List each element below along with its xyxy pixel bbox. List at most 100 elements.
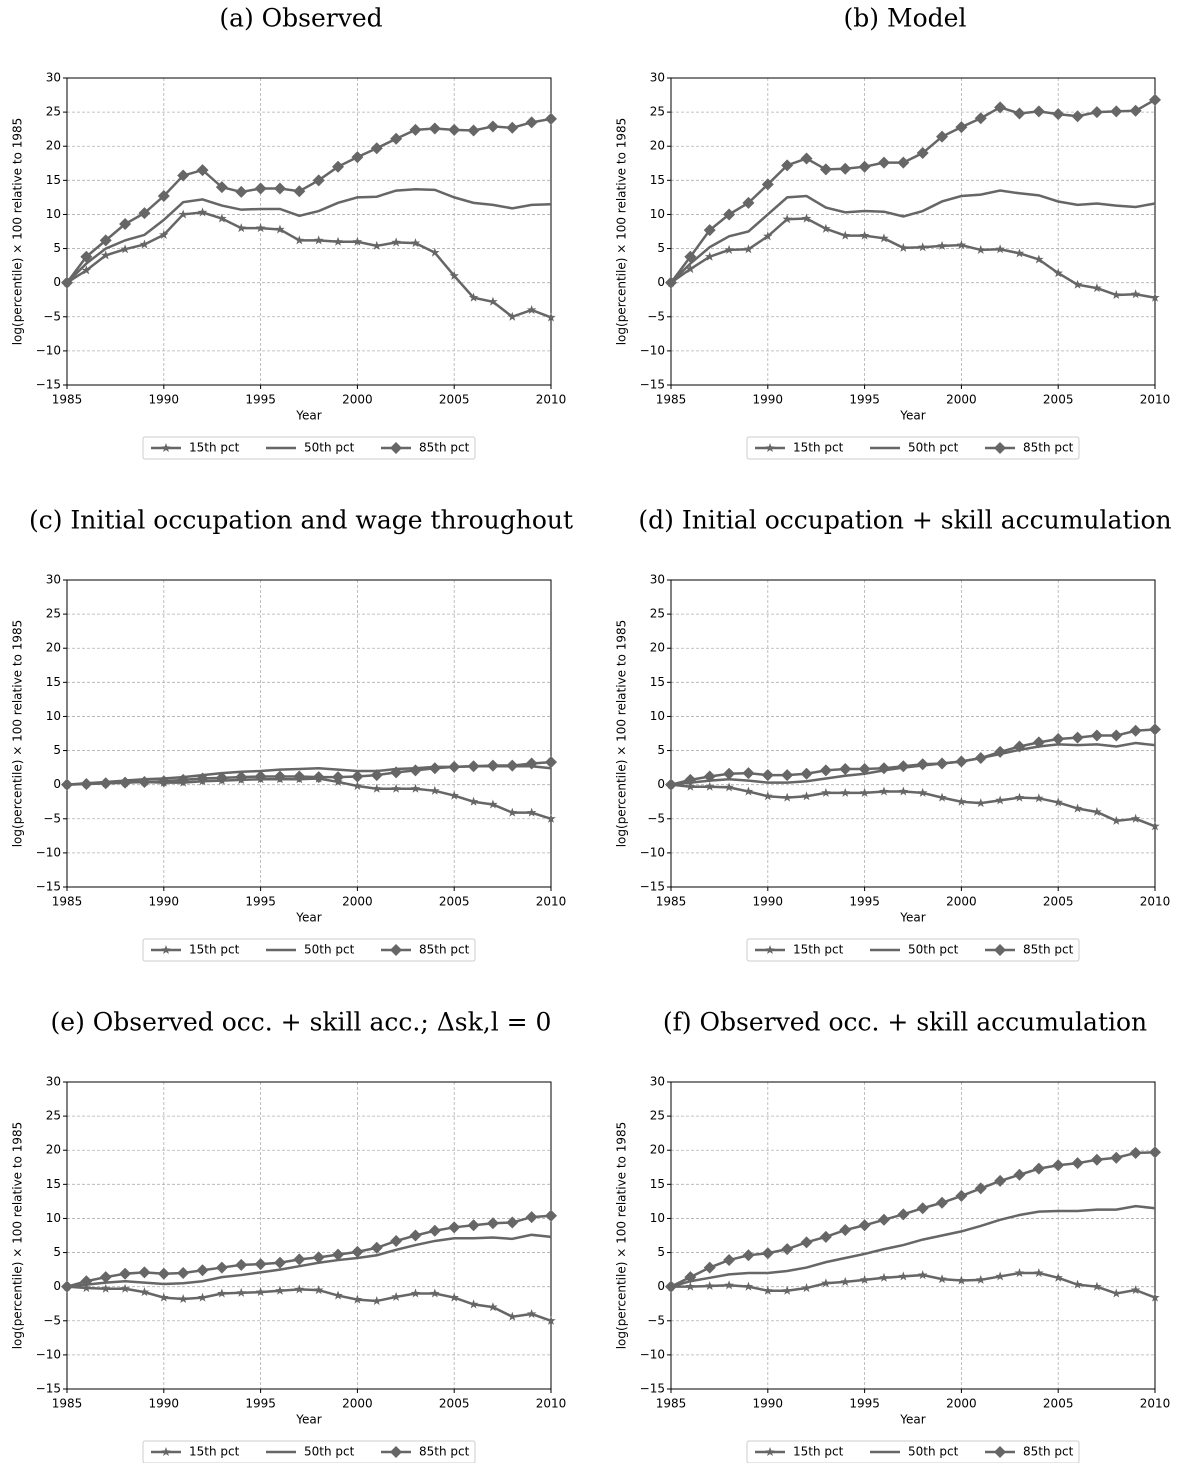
- star-marker: [1130, 813, 1141, 823]
- diamond-marker: [545, 756, 557, 769]
- star-marker: [801, 213, 812, 223]
- series-line: [65, 117, 552, 284]
- x-axis-label: Year: [899, 409, 925, 423]
- diamond-marker: [312, 771, 325, 784]
- series-line: [671, 1271, 1156, 1299]
- series-line: [670, 741, 1156, 786]
- diamond-marker: [994, 101, 1007, 114]
- diamond-marker: [428, 122, 441, 135]
- diamond-marker: [781, 769, 794, 782]
- star-marker: [546, 813, 556, 823]
- y-tick-label: −10: [36, 343, 61, 357]
- diamond-marker: [293, 770, 306, 783]
- star-marker: [801, 791, 812, 801]
- legend-box: [142, 436, 476, 460]
- diamond-marker: [897, 1208, 910, 1221]
- star-marker: [1072, 1279, 1083, 1289]
- diamond-marker: [177, 169, 190, 182]
- diamond-marker: [761, 769, 774, 782]
- star-marker: [1111, 289, 1122, 299]
- diamond-marker: [1110, 105, 1123, 118]
- x-tick-label: 2005: [439, 1397, 470, 1411]
- legend-label: 50th pct: [304, 1445, 355, 1459]
- star-marker: [685, 781, 696, 791]
- y-tick-label: −10: [36, 1347, 61, 1361]
- panel: (d) Initial occupation + skill accumulat…: [615, 506, 1172, 962]
- star-marker: [178, 1293, 188, 1303]
- diamond-marker: [467, 760, 480, 773]
- plot-frame: [670, 1081, 1156, 1390]
- diamond-marker: [1032, 736, 1045, 749]
- star-marker: [236, 1287, 246, 1297]
- star-marker: [197, 207, 208, 217]
- x-tick-label: 1985: [52, 393, 83, 407]
- star-marker: [765, 443, 775, 453]
- diamond-marker: [684, 1271, 697, 1284]
- star-marker: [704, 251, 715, 261]
- diamond-marker: [955, 1189, 968, 1202]
- diamond-marker: [994, 442, 1006, 454]
- star-marker: [1111, 815, 1122, 825]
- star-marker: [840, 787, 850, 797]
- y-axis-label: log(percentile) × 100 relative to 1985: [11, 118, 25, 346]
- diamond-marker: [1129, 104, 1142, 117]
- diamond-marker: [877, 762, 890, 775]
- y-tick-label: 10: [650, 207, 665, 221]
- diamond-marker: [390, 944, 402, 956]
- star-marker: [840, 230, 850, 240]
- y-tick-label: 15: [46, 1177, 61, 1191]
- star-marker: [526, 1308, 537, 1318]
- diamond-marker: [781, 159, 794, 172]
- star-marker: [333, 236, 343, 246]
- diamond-marker: [215, 1261, 228, 1274]
- star-marker: [526, 807, 537, 817]
- y-tick-label: 25: [46, 607, 61, 621]
- diamond-marker: [665, 276, 677, 289]
- star-marker: [1130, 289, 1141, 299]
- diamond-marker: [974, 112, 987, 125]
- star-marker: [372, 240, 382, 250]
- y-tick-label: 5: [657, 1245, 665, 1259]
- diamond-marker: [839, 762, 852, 775]
- diamond-marker: [897, 156, 910, 169]
- y-tick-label: 30: [46, 71, 61, 85]
- star-marker: [1053, 1272, 1063, 1282]
- star-marker: [704, 1280, 715, 1291]
- y-tick-label: −5: [647, 309, 665, 323]
- legend-label: 15th pct: [189, 441, 240, 455]
- diamond-marker: [390, 132, 403, 145]
- star-marker: [937, 792, 947, 802]
- y-axis-label: log(percentile) × 100 relative to 1985: [615, 620, 629, 848]
- diamond-marker: [196, 164, 209, 177]
- x-axis-label: Year: [295, 911, 321, 925]
- diamond-marker: [877, 156, 890, 169]
- star-marker: [120, 1283, 130, 1293]
- diamond-marker: [1129, 1146, 1142, 1159]
- legend-label: 50th pct: [304, 943, 355, 957]
- series-line: [670, 1204, 1156, 1288]
- x-tick-label: 1985: [656, 895, 687, 909]
- x-tick-label: 2005: [439, 895, 470, 909]
- x-tick-label: 2000: [342, 393, 373, 407]
- diamond-marker: [177, 773, 190, 786]
- diamond-marker: [684, 773, 697, 786]
- y-tick-label: −5: [43, 811, 61, 825]
- panel-title: (c) Initial occupation and wage througho…: [29, 506, 573, 535]
- diamond-marker: [80, 250, 93, 263]
- diamond-marker: [994, 944, 1006, 956]
- diamond-marker: [448, 760, 461, 773]
- star-marker: [976, 1274, 986, 1284]
- star-marker: [217, 213, 227, 223]
- diamond-marker: [800, 152, 813, 165]
- star-marker: [859, 1274, 870, 1284]
- x-tick-label: 2000: [946, 1397, 977, 1411]
- star-marker: [1072, 803, 1083, 813]
- y-tick-label: 0: [657, 777, 665, 791]
- star-marker: [468, 796, 479, 806]
- y-tick-label: 25: [650, 607, 665, 621]
- diamond-marker: [1013, 107, 1026, 120]
- star-marker: [313, 235, 324, 245]
- y-tick-label: 10: [46, 709, 61, 723]
- diamond-marker: [332, 771, 345, 784]
- star-marker: [976, 798, 986, 808]
